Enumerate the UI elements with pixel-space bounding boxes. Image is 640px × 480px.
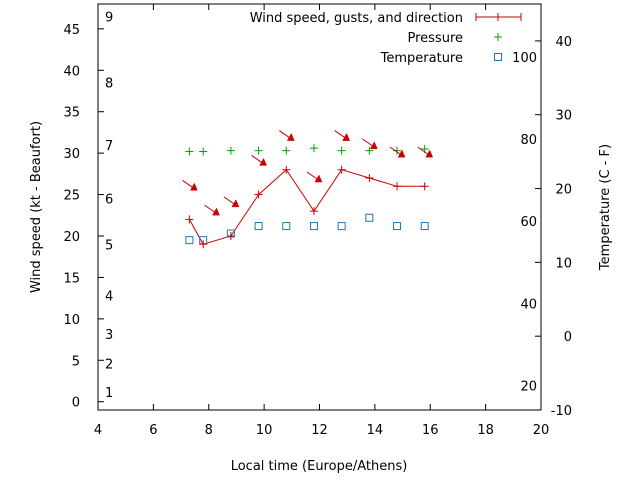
beaufort-label: 6 bbox=[105, 193, 113, 208]
beaufort-label: 5 bbox=[105, 238, 113, 253]
wind-direction-arrow bbox=[251, 155, 267, 166]
wind-speed-point bbox=[337, 165, 346, 174]
fahrenheit-label: 100 bbox=[512, 51, 537, 66]
temperature-point bbox=[185, 236, 194, 245]
wind-direction-arrow bbox=[389, 146, 406, 158]
legend-swatch-temperature bbox=[494, 53, 502, 61]
x-tick-label: 6 bbox=[149, 423, 157, 438]
beaufort-label: 8 bbox=[105, 77, 113, 92]
legend: Wind speed, gusts, and direction Pressure… bbox=[250, 11, 522, 66]
wind-direction-arrow bbox=[223, 196, 240, 208]
legend-swatch-pressure bbox=[494, 33, 502, 41]
wind-direction-arrow bbox=[362, 138, 378, 150]
y-tick-label: 5 bbox=[72, 354, 80, 369]
x-tick-label: 8 bbox=[205, 423, 213, 438]
wind-speed-point bbox=[309, 207, 318, 216]
pressure-point bbox=[337, 146, 346, 155]
temperature-point bbox=[309, 222, 318, 231]
legend-swatch-wind bbox=[475, 13, 522, 21]
axis-ticks bbox=[97, 4, 542, 411]
x-tick-label: 18 bbox=[477, 423, 494, 438]
y2-tick-label: 0 bbox=[564, 330, 572, 345]
beaufort-label: 9 bbox=[105, 10, 113, 25]
legend-label-temperature: Temperature bbox=[380, 51, 463, 66]
beaufort-label: 3 bbox=[105, 328, 113, 343]
y2-tick-label: 30 bbox=[555, 109, 572, 124]
temperature-point bbox=[393, 222, 402, 231]
x-tick-label: 20 bbox=[533, 423, 550, 438]
beaufort-label: 2 bbox=[105, 358, 113, 373]
y2-tick-label: 10 bbox=[555, 256, 572, 271]
fahrenheit-label: 20 bbox=[520, 380, 537, 395]
wind-speed-point bbox=[420, 182, 429, 191]
plot-frame bbox=[97, 3, 542, 411]
wind-direction-arrow bbox=[417, 146, 434, 158]
x-axis-label: Local time (Europe/Athens) bbox=[231, 459, 408, 474]
beaufort-label: 4 bbox=[105, 290, 113, 305]
pressure-point bbox=[199, 147, 208, 156]
x-tick-label: 16 bbox=[422, 423, 439, 438]
temperature-point bbox=[254, 222, 263, 231]
wind-direction-arrow bbox=[278, 130, 295, 141]
y-tick-label: 45 bbox=[63, 23, 80, 38]
pressure-point bbox=[309, 144, 318, 153]
wind-speed-point bbox=[393, 182, 402, 191]
x-tick-label: 10 bbox=[256, 423, 273, 438]
x-tick-label: 14 bbox=[367, 423, 384, 438]
y-tick-label: 0 bbox=[72, 396, 80, 411]
fahrenheit-label: 40 bbox=[520, 298, 537, 313]
data-marks bbox=[182, 130, 434, 249]
x-tick-label: 12 bbox=[311, 423, 328, 438]
y-tick-label: 35 bbox=[63, 106, 80, 121]
wind-speed-line bbox=[188, 168, 425, 245]
x-tick-label: 4 bbox=[94, 423, 102, 438]
y-tick-label: 40 bbox=[63, 64, 80, 79]
legend-label-wind: Wind speed, gusts, and direction bbox=[250, 11, 463, 26]
pressure-point bbox=[365, 146, 374, 155]
pressure-point bbox=[185, 147, 194, 156]
fahrenheit-label: 60 bbox=[520, 215, 537, 230]
temperature-point bbox=[282, 222, 291, 231]
beaufort-label: 7 bbox=[105, 139, 113, 154]
y-tick-label: 30 bbox=[63, 147, 80, 162]
legend-marker-wind bbox=[494, 13, 502, 21]
wind-speed-point bbox=[254, 190, 263, 199]
temperature-point bbox=[199, 236, 208, 245]
y-tick-label: 15 bbox=[63, 271, 80, 286]
axis-tick-labels: 4 6 8 10 12 14 16 18 20051015202530354045-100102… bbox=[63, 10, 572, 438]
wind-direction-arrow bbox=[306, 171, 323, 183]
fahrenheit-label: 80 bbox=[520, 133, 537, 148]
y-axis-label: Wind speed (kt - Beaufort) bbox=[29, 121, 44, 293]
wind-speed-point bbox=[226, 232, 235, 240]
wind-speed-point bbox=[282, 165, 291, 174]
wind-speed-point bbox=[185, 215, 194, 224]
wind-speed-point bbox=[199, 240, 208, 249]
temperature-point bbox=[365, 213, 374, 222]
temperature-point bbox=[420, 222, 429, 231]
y2-tick-label: -10 bbox=[551, 404, 572, 419]
y-tick-label: 10 bbox=[63, 313, 80, 328]
beaufort-label: 1 bbox=[105, 386, 113, 401]
pressure-point bbox=[254, 146, 263, 155]
temperature-point bbox=[337, 222, 346, 231]
y2-tick-label: 40 bbox=[555, 35, 572, 50]
y-tick-label: 20 bbox=[63, 230, 80, 245]
wind-direction-arrow bbox=[204, 204, 220, 216]
wind-direction-arrow bbox=[334, 130, 351, 141]
temperature-point bbox=[226, 229, 235, 238]
y2-tick-label: 20 bbox=[555, 183, 572, 198]
pressure-point bbox=[282, 146, 291, 155]
pressure-point bbox=[226, 146, 235, 155]
y2-axis-label: Temperature (C - F) bbox=[598, 144, 613, 271]
y-tick-label: 25 bbox=[63, 189, 80, 204]
legend-label-pressure: Pressure bbox=[407, 31, 463, 46]
wind-direction-arrow bbox=[182, 179, 198, 191]
wind-speed-point bbox=[365, 174, 374, 182]
